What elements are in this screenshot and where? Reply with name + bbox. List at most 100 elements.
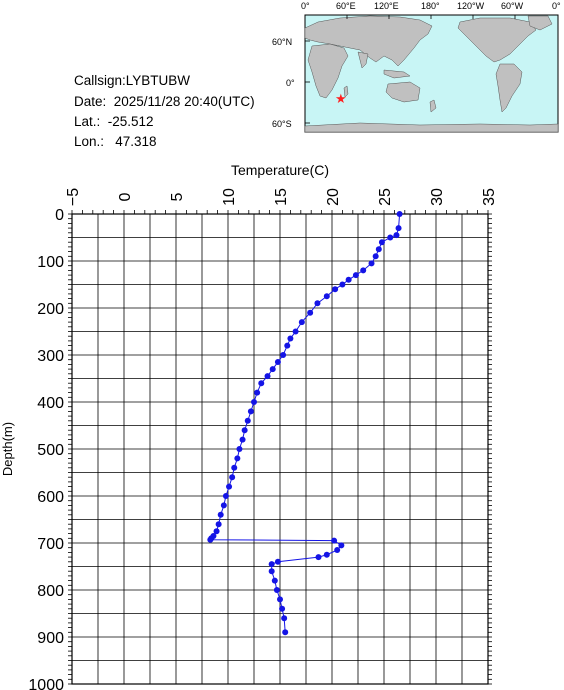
data-point	[277, 596, 283, 603]
data-point	[226, 483, 233, 490]
data-point	[332, 286, 339, 293]
map-lon-label: 180°	[421, 1, 440, 11]
x-tick-label: 35	[481, 188, 498, 206]
data-point	[258, 380, 265, 387]
y-tick-label: 200	[37, 301, 64, 318]
land-antarctica	[304, 122, 559, 133]
station-date: Date: 2025/11/28 20:40(UTC)	[74, 94, 255, 109]
y-tick-label: 700	[37, 536, 64, 553]
data-point	[254, 389, 261, 396]
temperature-series	[207, 211, 403, 636]
x-tick-label: 15	[273, 188, 290, 206]
series-line	[209, 213, 401, 633]
data-point	[360, 267, 367, 274]
data-point	[231, 464, 238, 471]
station-callsign: Callsign:LYBTUBW	[74, 73, 191, 88]
map-lat-label: 0°	[286, 78, 295, 88]
data-point	[264, 373, 271, 380]
data-point	[393, 232, 400, 239]
map-lon-label: 0°	[301, 1, 310, 11]
data-point	[282, 629, 289, 636]
data-point	[395, 225, 402, 232]
data-point	[314, 300, 321, 307]
x-tick-label: 0	[117, 192, 134, 201]
data-point	[298, 319, 305, 326]
data-point	[345, 276, 352, 283]
y-tick-label: 100	[37, 254, 64, 271]
data-point	[268, 568, 275, 575]
map-lon-label: 0°	[552, 1, 561, 11]
map-lon-label: 120°E	[374, 1, 399, 11]
map-lon-label: 60°E	[336, 1, 356, 11]
data-point	[269, 366, 276, 373]
data-point	[292, 328, 299, 335]
data-point	[274, 359, 281, 366]
data-point	[334, 547, 341, 554]
data-point	[229, 474, 236, 481]
data-point	[331, 537, 338, 544]
map-grid	[305, 15, 516, 124]
data-point	[323, 551, 330, 558]
data-point	[236, 446, 243, 452]
data-point	[396, 211, 403, 217]
data-point	[368, 260, 375, 267]
data-point	[279, 605, 286, 612]
land-south-america	[495, 63, 523, 113]
chart-minor-ticks	[68, 210, 492, 685]
map-side-labels: 60°N 0° 60°S	[272, 37, 295, 129]
data-point	[241, 427, 248, 434]
data-point	[208, 535, 215, 542]
station-lon: Lon.: 47.318	[74, 134, 157, 149]
land-madagascar	[343, 85, 349, 98]
data-point	[281, 615, 288, 622]
land-north-america	[457, 17, 537, 63]
x-tick-labels: −5 0 5 10 15 20 25 30 35	[65, 188, 498, 206]
y-tick-label: 1000	[28, 677, 64, 690]
x-tick-label: 5	[169, 192, 186, 201]
data-point	[234, 455, 241, 462]
station-lat: Lat.: -25.512	[74, 114, 154, 129]
chart-grid	[71, 213, 489, 685]
x-axis-label: Temperature(C)	[231, 162, 329, 178]
data-point	[338, 542, 345, 549]
y-tick-label: 600	[37, 489, 64, 506]
map-land	[304, 15, 559, 133]
x-tick-label: 30	[429, 188, 446, 206]
map-lat-label: 60°S	[272, 119, 292, 129]
data-point	[251, 399, 257, 405]
station-marker-icon: ★	[335, 92, 347, 107]
data-point	[271, 577, 278, 584]
land-europe-asia	[304, 15, 433, 67]
y-tick-label: 800	[37, 583, 64, 600]
data-point	[213, 528, 220, 535]
data-point	[284, 342, 291, 349]
data-point	[207, 536, 214, 543]
data-point	[375, 246, 382, 253]
data-point	[239, 436, 246, 443]
map-lon-label: 120°W	[457, 1, 485, 11]
data-point	[244, 417, 251, 424]
map-top-labels: 0° 60°E 120°E 180° 120°W 60°W 0°	[301, 1, 561, 11]
data-point	[268, 561, 275, 568]
data-point	[280, 352, 287, 358]
land-australia	[385, 81, 421, 103]
x-tick-label: 20	[325, 188, 342, 206]
y-tick-label: 0	[55, 207, 64, 224]
land-india	[357, 51, 369, 69]
data-point	[217, 511, 224, 518]
world-map: 0° 60°E 120°E 180° 120°W 60°W 0° 60°N 0°…	[272, 1, 561, 133]
data-point	[273, 587, 280, 593]
y-tick-label: 900	[37, 630, 64, 647]
data-point	[247, 408, 254, 415]
data-point	[387, 234, 394, 241]
y-axis-label: Depth(m)	[0, 422, 15, 476]
data-point	[315, 554, 322, 561]
plot-frame	[71, 213, 489, 685]
y-tick-label: 400	[37, 395, 64, 412]
land-indonesia	[383, 69, 411, 79]
y-tick-label: 300	[37, 348, 64, 365]
data-point	[215, 521, 222, 528]
data-point	[287, 335, 294, 342]
data-point	[323, 293, 330, 300]
x-tick-label: 25	[377, 188, 394, 206]
